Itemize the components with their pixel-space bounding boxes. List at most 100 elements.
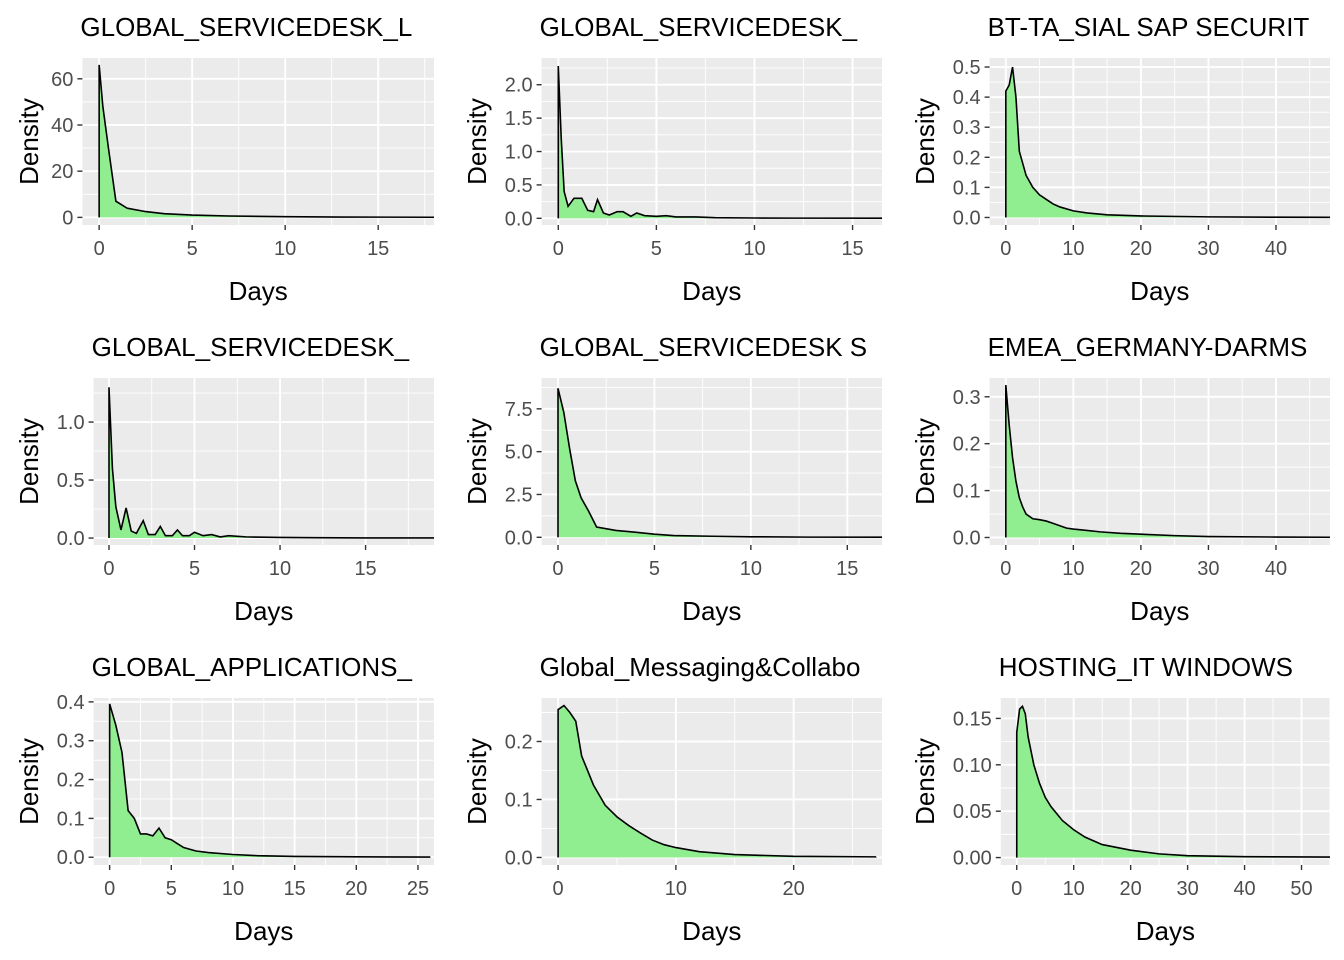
chart-panel-2: 0 5 10 15 0.0 0.5 1.0 1.5 2.0 Days Density GLOBAL_S… [462, 12, 882, 306]
y-tick-label: 0.0 [505, 208, 533, 230]
y-tick-label: 0.1 [953, 177, 981, 199]
y-axis-title: Density [14, 418, 44, 505]
density-line [1005, 384, 1330, 539]
y-tick-label: 2.5 [505, 484, 533, 506]
panel-background [82, 58, 435, 225]
y-tick-label: 5.0 [505, 442, 533, 464]
x-tick-label: 10 [1063, 878, 1085, 900]
x-tick-label: 20 [783, 878, 805, 900]
x-tick-label: 25 [407, 878, 429, 900]
x-tick-label: 5 [649, 558, 660, 580]
x-tick-label: 10 [1062, 558, 1084, 580]
panel-title: GLOBAL_APPLICATIONS_ [92, 652, 413, 682]
y-tick-label: 0.15 [953, 708, 992, 730]
x-tick-label: 40 [1265, 238, 1287, 260]
x-tick-label: 0 [94, 238, 105, 260]
y-tick-label: 0.3 [953, 387, 981, 409]
density-area [1005, 385, 1330, 538]
y-axis-title: Density [910, 418, 940, 505]
y-tick-label: 7.5 [505, 399, 533, 421]
x-tick-label: 10 [665, 878, 687, 900]
y-tick-label: 0.2 [57, 770, 85, 792]
density-area [557, 388, 882, 538]
density-series [108, 387, 434, 539]
x-tick-label: 10 [274, 238, 296, 260]
x-tick-label: 20 [1120, 878, 1142, 900]
x-tick-label: 0 [1011, 878, 1022, 900]
y-tick-label: 0.5 [505, 175, 533, 197]
panel-title: HOSTING_IT WINDOWS [999, 652, 1293, 682]
density-area [1005, 67, 1330, 218]
density-series [557, 65, 882, 219]
x-tick-label: 5 [166, 878, 177, 900]
y-axis-title: Density [14, 98, 44, 185]
density-series [98, 64, 435, 219]
x-tick-label: 50 [1290, 878, 1312, 900]
y-tick-label: 20 [51, 161, 73, 183]
x-tick-label: 20 [345, 878, 367, 900]
x-axis-title: Days [1130, 596, 1189, 626]
density-line [98, 64, 435, 219]
panel-title: EMEA_GERMANY-DARMS [988, 332, 1308, 362]
density-series [1005, 66, 1330, 219]
x-tick-label: 20 [1130, 558, 1152, 580]
y-tick-label: 0.3 [953, 117, 981, 139]
y-tick-label: 0.00 [953, 848, 992, 870]
y-tick-label: 0.4 [953, 87, 981, 109]
x-tick-label: 0 [553, 238, 564, 260]
x-tick-label: 40 [1233, 878, 1255, 900]
x-tick-label: 0 [1000, 238, 1011, 260]
y-tick-label: 0.0 [953, 207, 981, 229]
y-tick-label: 1.5 [505, 108, 533, 130]
x-tick-label: 10 [1062, 238, 1084, 260]
x-axis-title: Days [1136, 916, 1195, 946]
y-tick-label: 0.0 [953, 527, 981, 549]
panel-title: BT-TA_SIAL SAP SECURIT [988, 12, 1310, 42]
x-tick-label: 30 [1197, 238, 1219, 260]
y-tick-label: 60 [51, 69, 73, 91]
y-tick-label: 0.0 [57, 528, 85, 550]
y-tick-label: 2.0 [505, 75, 533, 97]
y-tick-label: 40 [51, 115, 73, 137]
density-line [1005, 66, 1330, 219]
x-tick-label: 40 [1265, 558, 1287, 580]
panel-title: GLOBAL_SERVICEDESK_ [92, 332, 410, 362]
chart-panel-5: 0 5 10 15 0.0 2.5 5.0 7.5 Days Density GLOBAL_SERV… [462, 332, 882, 626]
density-line [108, 703, 431, 858]
x-axis-title: Days [229, 276, 288, 306]
y-tick-label: 0.10 [953, 755, 992, 777]
x-axis-title: Days [234, 916, 293, 946]
x-axis-title: Days [682, 916, 741, 946]
panel-background [989, 378, 1330, 545]
chart-panel-8: 0 10 20 0.0 0.1 0.2 Days Density Global_Messagin… [462, 652, 882, 946]
x-tick-label: 5 [651, 238, 662, 260]
x-tick-label: 30 [1197, 558, 1219, 580]
density-series [557, 704, 877, 858]
panel-background [93, 378, 434, 545]
x-tick-label: 30 [1176, 878, 1198, 900]
x-tick-label: 15 [284, 878, 306, 900]
x-tick-label: 15 [836, 558, 858, 580]
density-area [109, 703, 431, 858]
x-axis-title: Days [234, 596, 293, 626]
density-area [558, 705, 877, 858]
y-axis-title: Density [462, 418, 492, 505]
density-series [1005, 384, 1330, 539]
chart-panel-6: 0 10 20 30 40 0.0 0.1 0.2 0.3 Days Density EMEA_GER… [910, 332, 1330, 626]
y-axis-title: Density [462, 738, 492, 825]
panel-title: GLOBAL_SERVICEDESK_ [540, 12, 858, 42]
x-tick-label: 10 [740, 558, 762, 580]
y-tick-label: 0.2 [953, 147, 981, 169]
density-line [557, 65, 882, 219]
x-tick-label: 5 [189, 558, 200, 580]
y-tick-label: 0.1 [953, 481, 981, 503]
x-axis-title: Days [682, 276, 741, 306]
x-tick-label: 5 [187, 238, 198, 260]
density-line [557, 388, 882, 539]
x-tick-label: 10 [222, 878, 244, 900]
y-axis-title: Density [462, 98, 492, 185]
chart-panel-9: 0 10 20 30 40 50 0.00 0.05 0.10 0.15 Days Density HO… [910, 652, 1330, 946]
y-tick-label: 0.05 [953, 801, 992, 823]
y-axis-title: Density [910, 98, 940, 185]
